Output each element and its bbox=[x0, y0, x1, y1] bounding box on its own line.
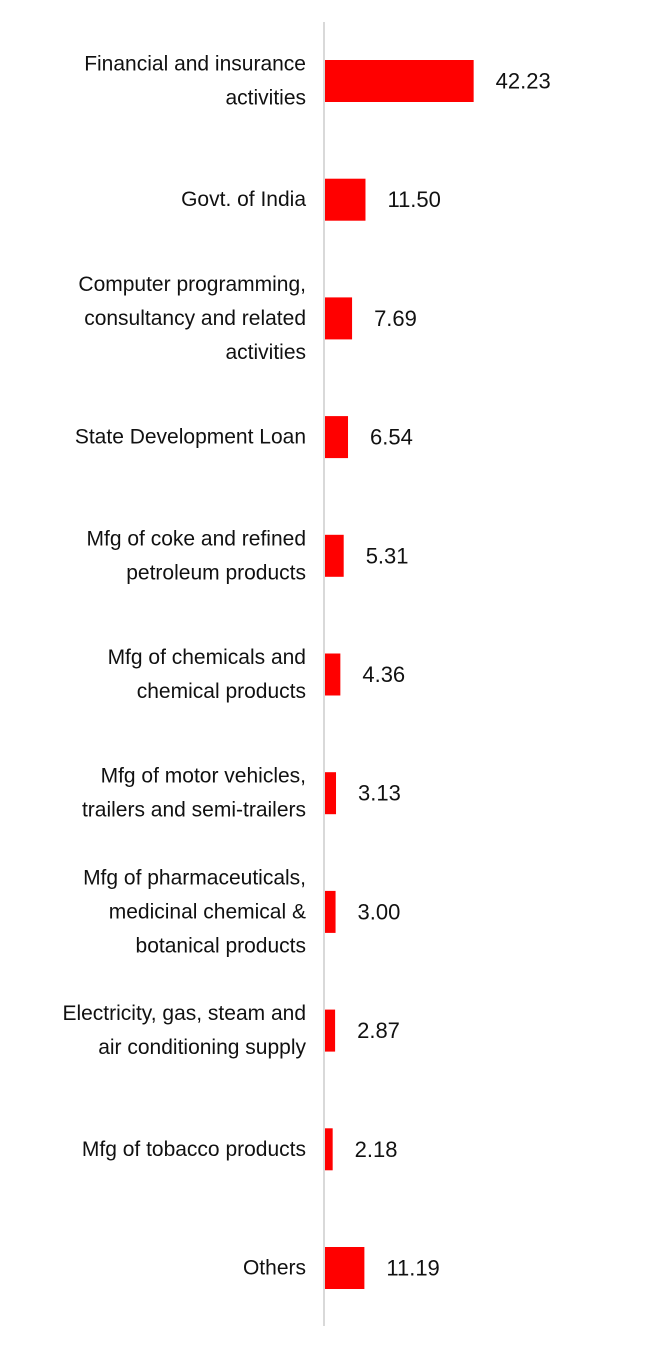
category-label-line: trailers and semi-trailers bbox=[82, 799, 306, 822]
bar bbox=[325, 1009, 336, 1052]
category-label-line: botanical products bbox=[136, 934, 306, 957]
data-label: 42.23 bbox=[496, 69, 551, 94]
category-label-line: Computer programming, bbox=[78, 273, 306, 296]
category-label: Others bbox=[243, 1257, 306, 1280]
category-label: Mfg of chemicals and chemical products bbox=[108, 646, 306, 703]
category-label-line: Electricity, gas, steam and bbox=[62, 1002, 306, 1025]
category-label-line: petroleum products bbox=[126, 561, 306, 584]
category-label-line: chemical products bbox=[137, 680, 306, 703]
category-label: State Development Loan bbox=[75, 426, 306, 449]
category-label-line: consultancy and related bbox=[84, 307, 306, 330]
bar bbox=[325, 297, 353, 340]
bar bbox=[325, 1128, 333, 1171]
category-label-line: medicinal chemical & bbox=[109, 900, 306, 923]
category-label: Financial and insurance activities bbox=[84, 53, 306, 110]
value-labels-group: 42.23 11.50 7.69 6.54 5.31 4.36 3.13 3.00 2.87 2.… bbox=[355, 69, 551, 1281]
category-label-line: Others bbox=[243, 1257, 306, 1280]
data-label: 5.31 bbox=[366, 543, 409, 568]
category-label-line: Govt. of India bbox=[181, 188, 306, 211]
category-label-line: air conditioning supply bbox=[98, 1036, 306, 1059]
data-label: 11.50 bbox=[387, 187, 440, 212]
bars-group bbox=[325, 60, 474, 1289]
category-label-line: Financial and insurance bbox=[84, 53, 306, 76]
category-label-line: activities bbox=[225, 87, 306, 110]
data-label: 3.13 bbox=[358, 781, 401, 806]
category-label: Electricity, gas, steam and air condition… bbox=[62, 1002, 306, 1059]
category-label-line: Mfg of pharmaceuticals, bbox=[83, 866, 306, 889]
bar bbox=[325, 772, 337, 815]
data-label: 3.00 bbox=[358, 899, 401, 924]
bar bbox=[325, 1247, 365, 1289]
category-label-line: Mfg of tobacco products bbox=[82, 1138, 306, 1161]
category-label-line: Mfg of motor vehicles, bbox=[101, 765, 306, 788]
data-label: 2.87 bbox=[357, 1018, 400, 1043]
category-labels-group: Financial and insurance activities Govt. o… bbox=[62, 53, 306, 1280]
category-label: Computer programming, consultancy and rel… bbox=[78, 273, 306, 364]
data-label: 11.19 bbox=[386, 1256, 439, 1281]
bar bbox=[325, 653, 341, 696]
category-label: Mfg of motor vehicles, trailers and semi-… bbox=[82, 765, 306, 822]
category-label-line: activities bbox=[225, 341, 306, 364]
bar bbox=[325, 890, 336, 933]
category-label-line: Mfg of chemicals and bbox=[108, 646, 306, 669]
category-label: Govt. of India bbox=[181, 188, 306, 211]
bar bbox=[325, 178, 366, 221]
bar bbox=[325, 534, 344, 577]
data-label: 6.54 bbox=[370, 425, 413, 450]
bar bbox=[325, 416, 349, 459]
data-label: 7.69 bbox=[374, 306, 417, 331]
data-label: 4.36 bbox=[362, 662, 405, 687]
category-label: Mfg of tobacco products bbox=[82, 1138, 306, 1161]
category-label: Mfg of pharmaceuticals, medicinal chemica… bbox=[83, 866, 306, 957]
category-label-line: State Development Loan bbox=[75, 426, 306, 449]
category-label: Mfg of coke and refined petroleum product… bbox=[87, 527, 306, 584]
bar bbox=[325, 60, 474, 102]
data-label: 2.18 bbox=[355, 1137, 398, 1162]
category-label-line: Mfg of coke and refined bbox=[87, 527, 306, 550]
